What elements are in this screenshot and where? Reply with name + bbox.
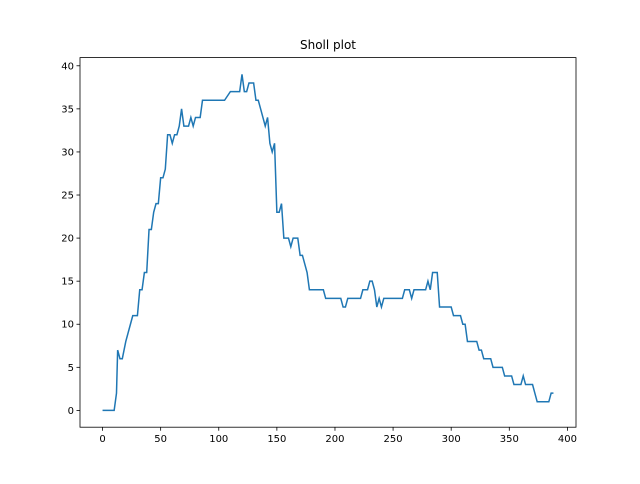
y-tick-label: 25	[61, 191, 74, 202]
x-tick-label: 400	[558, 434, 577, 445]
y-tick-label: 20	[61, 234, 74, 245]
x-tick-label: 100	[209, 434, 228, 445]
y-tick-label: 0	[68, 406, 74, 417]
line	[102, 74, 554, 412]
y-tick-label: 5	[68, 363, 74, 374]
x-tick-label: 150	[267, 434, 286, 445]
y-tick-label: 40	[61, 61, 74, 72]
y-tick-label: 35	[61, 104, 74, 115]
x-tick-label: 300	[442, 434, 461, 445]
chart-title: Sholl plot	[300, 38, 356, 52]
x-tick-label: 50	[154, 434, 167, 445]
x-tick-label: 0	[99, 434, 105, 445]
x-tick-label: 350	[500, 434, 519, 445]
axes-frame	[79, 57, 577, 428]
y-tick-label: 10	[61, 320, 74, 331]
x-tick-label: 250	[384, 434, 403, 445]
y-tick-label: 30	[61, 147, 74, 158]
x-tick-label: 200	[325, 434, 344, 445]
y-tick-label: 15	[61, 277, 74, 288]
